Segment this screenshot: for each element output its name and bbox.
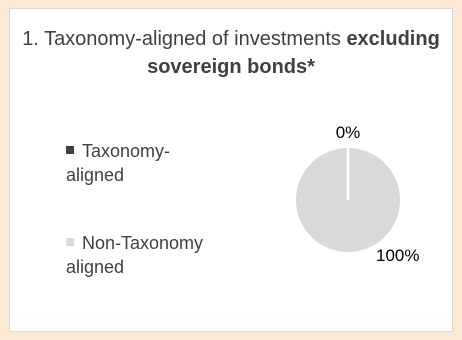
chart-title-prefix: 1. Taxonomy-aligned of investments [22,28,347,50]
legend-item-taxonomy-aligned: Taxonomy-aligned [66,139,206,187]
legend-label-non-taxonomy-aligned: Non-Taxonomy aligned [66,233,204,277]
pie-chart: 0% 100% [296,123,419,265]
legend-label-taxonomy-aligned: Taxonomy-aligned [66,141,171,185]
legend-marker-taxonomy-aligned [66,146,74,155]
legend-marker-non-taxonomy-aligned [66,238,74,247]
chart-title-bold: excluding sovereign bonds* [147,28,440,78]
legend-item-non-taxonomy-aligned: Non-Taxonomy aligned [66,231,206,279]
data-label-non-taxonomy-aligned: 100% [376,246,419,265]
chart-title: 1. Taxonomy-aligned of investments exclu… [10,25,452,81]
data-label-taxonomy-aligned: 0% [336,123,361,142]
chart-frame: 1. Taxonomy-aligned of investments exclu… [9,8,453,332]
